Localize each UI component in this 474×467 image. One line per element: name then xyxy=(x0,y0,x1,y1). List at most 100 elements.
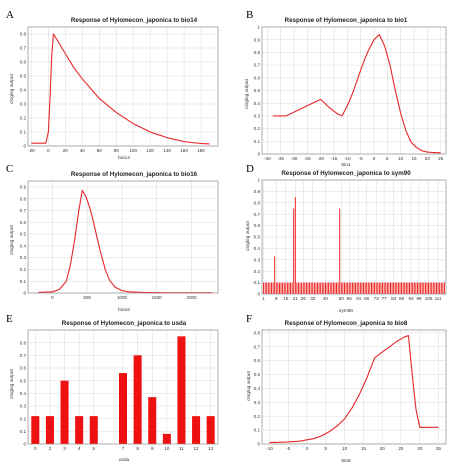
panel-d-bar xyxy=(355,282,357,294)
panel-d-bar xyxy=(363,282,364,294)
panel-b-ytick-label: 0.7 xyxy=(254,63,261,68)
panel-a-xtick-label: 40 xyxy=(80,148,86,153)
panel-d-bar xyxy=(383,282,385,294)
panel-d-bar xyxy=(378,282,380,294)
panel-d-bar xyxy=(421,282,423,294)
panel-d-bar xyxy=(302,282,304,294)
panel-d-bar xyxy=(325,282,326,294)
panel-d-bar xyxy=(404,282,406,294)
panel-d-bar xyxy=(407,282,409,294)
panel-a: A Response of Hylomecon_japonica to bio1… xyxy=(6,9,219,161)
panel-d-bar xyxy=(296,282,298,294)
panel-c-letter: C xyxy=(6,163,13,175)
panel-e-ytick-label: 0.1 xyxy=(20,429,27,434)
panel-d-bar xyxy=(304,282,306,294)
panel-d-bar xyxy=(410,282,412,294)
panel-e-ytick-label: 0.6 xyxy=(20,366,27,371)
panel-d-bar xyxy=(367,282,369,294)
panel-d-bar xyxy=(317,282,318,294)
panel-c-ytick-label: 0.1 xyxy=(20,279,27,284)
panel-a-letter: A xyxy=(6,9,14,21)
panel-d-bar xyxy=(390,282,391,294)
panel-d-bar xyxy=(374,282,376,294)
panel-f-xtick-label: -5 xyxy=(286,446,291,451)
panel-d: D Response of Hylomecon_japonica to sym9… xyxy=(245,163,447,314)
panel-d-bar xyxy=(443,282,445,294)
panel-d-bar xyxy=(263,282,265,294)
panel-a-ytick-label: 0.8 xyxy=(20,32,27,37)
panel-c-ytick-label: 0.4 xyxy=(20,243,27,248)
panel-a-ylabel: cloglog output xyxy=(9,73,15,104)
panel-d-ytick-label: 0.3 xyxy=(254,257,261,262)
panel-d-title: Response of Hylomecon_japonica to sym90 xyxy=(281,170,411,177)
panel-d-bar xyxy=(423,282,425,294)
panel-d-bar xyxy=(312,282,314,294)
panel-d-bar xyxy=(429,282,431,294)
panel-d-bar xyxy=(375,282,377,294)
panel-a-xtick-label: 20 xyxy=(63,148,69,153)
panel-c-ytick-label: 0.5 xyxy=(20,232,27,237)
panel-d-bar xyxy=(328,282,330,294)
panel-d-bar xyxy=(301,282,303,294)
panel-d-ytick-label: 0 xyxy=(257,292,260,297)
panel-a-ytick-label: 0.7 xyxy=(20,46,27,51)
panel-d-bar xyxy=(401,282,403,294)
panel-e: E Response of Hylomecon_japonica to usda… xyxy=(6,313,219,463)
panel-d-xtick-label: 105 xyxy=(425,296,433,301)
panel-d-bar xyxy=(291,282,293,294)
panel-d-bar xyxy=(432,282,434,294)
panel-c-response-line xyxy=(38,189,213,294)
panel-e-ytick-label: 0 xyxy=(23,442,26,447)
panel-d-bar xyxy=(418,282,420,294)
panel-a-ytick-label: 0.4 xyxy=(20,88,27,93)
panel-d-bar xyxy=(397,282,399,294)
panel-f-ytick-label: 0.8 xyxy=(254,330,261,335)
panel-f-xlabel: bio8 xyxy=(341,458,350,464)
panel-d-xtick-label: 15 xyxy=(283,296,289,301)
panel-d-bar xyxy=(290,282,291,294)
panel-d-xtick-label: 72 xyxy=(374,296,380,301)
panel-d-ytick-label: 0.9 xyxy=(254,189,261,194)
panel-e-xtick-label: 0 xyxy=(34,446,37,451)
panel-b-xtick-label: -40 xyxy=(264,156,271,161)
panel-c-ytick-label: 0.9 xyxy=(20,184,27,189)
panel-d-bar xyxy=(388,282,390,294)
panel-c-ytick-label: 0.3 xyxy=(20,255,27,260)
panel-b-ytick-label: 0 xyxy=(257,152,260,157)
panel-d-bar xyxy=(424,282,426,294)
panel-d-bar xyxy=(350,282,352,294)
panel-d-bar xyxy=(380,282,382,294)
panel-e-xtick-label: 7 xyxy=(122,446,125,451)
panel-b-ytick-label: 0.8 xyxy=(254,50,261,55)
panel-d-bar xyxy=(428,282,429,294)
panel-e-xtick-label: 4 xyxy=(78,446,81,451)
panel-e-bar xyxy=(31,416,40,444)
panel-d-bar xyxy=(358,282,360,294)
panel-d-bar xyxy=(271,282,272,294)
panel-e-xtick-label: 5 xyxy=(92,446,95,451)
panel-b-xtick-label: 20 xyxy=(425,156,431,161)
panel-a-ytick-label: 0.2 xyxy=(20,116,27,121)
panel-e-ytick-label: 0.5 xyxy=(20,378,27,383)
panel-e-xtick-label: 9 xyxy=(151,446,154,451)
panel-e-xtick-label: 8 xyxy=(136,446,139,451)
panel-d-bar xyxy=(437,282,439,294)
panel-b-letter: B xyxy=(246,9,253,21)
panel-d-bar xyxy=(305,282,307,294)
panel-f-ytick-label: 0.6 xyxy=(254,358,261,363)
panel-b-xtick-label: -35 xyxy=(277,156,284,161)
panel-d-bar xyxy=(267,282,269,294)
panel-b-ytick-label: 0.2 xyxy=(254,126,261,131)
panel-d-bar xyxy=(337,282,339,294)
panel-c-ytick-label: 0.2 xyxy=(20,267,27,272)
panel-d-bar xyxy=(323,282,325,294)
panel-d-bar xyxy=(412,282,414,294)
panel-e-ytick-label: 0.2 xyxy=(20,416,27,421)
panel-d-bar xyxy=(399,282,401,294)
panel-f: F Response of Hylomecon_japonica to bio8… xyxy=(246,313,447,464)
panel-f-xtick-label: 5 xyxy=(325,446,328,451)
panel-f-response-line xyxy=(269,335,439,444)
panel-d-xtick-label: 26 xyxy=(301,296,307,301)
panel-d-bar xyxy=(393,282,395,294)
panel-e-bar xyxy=(206,416,215,444)
